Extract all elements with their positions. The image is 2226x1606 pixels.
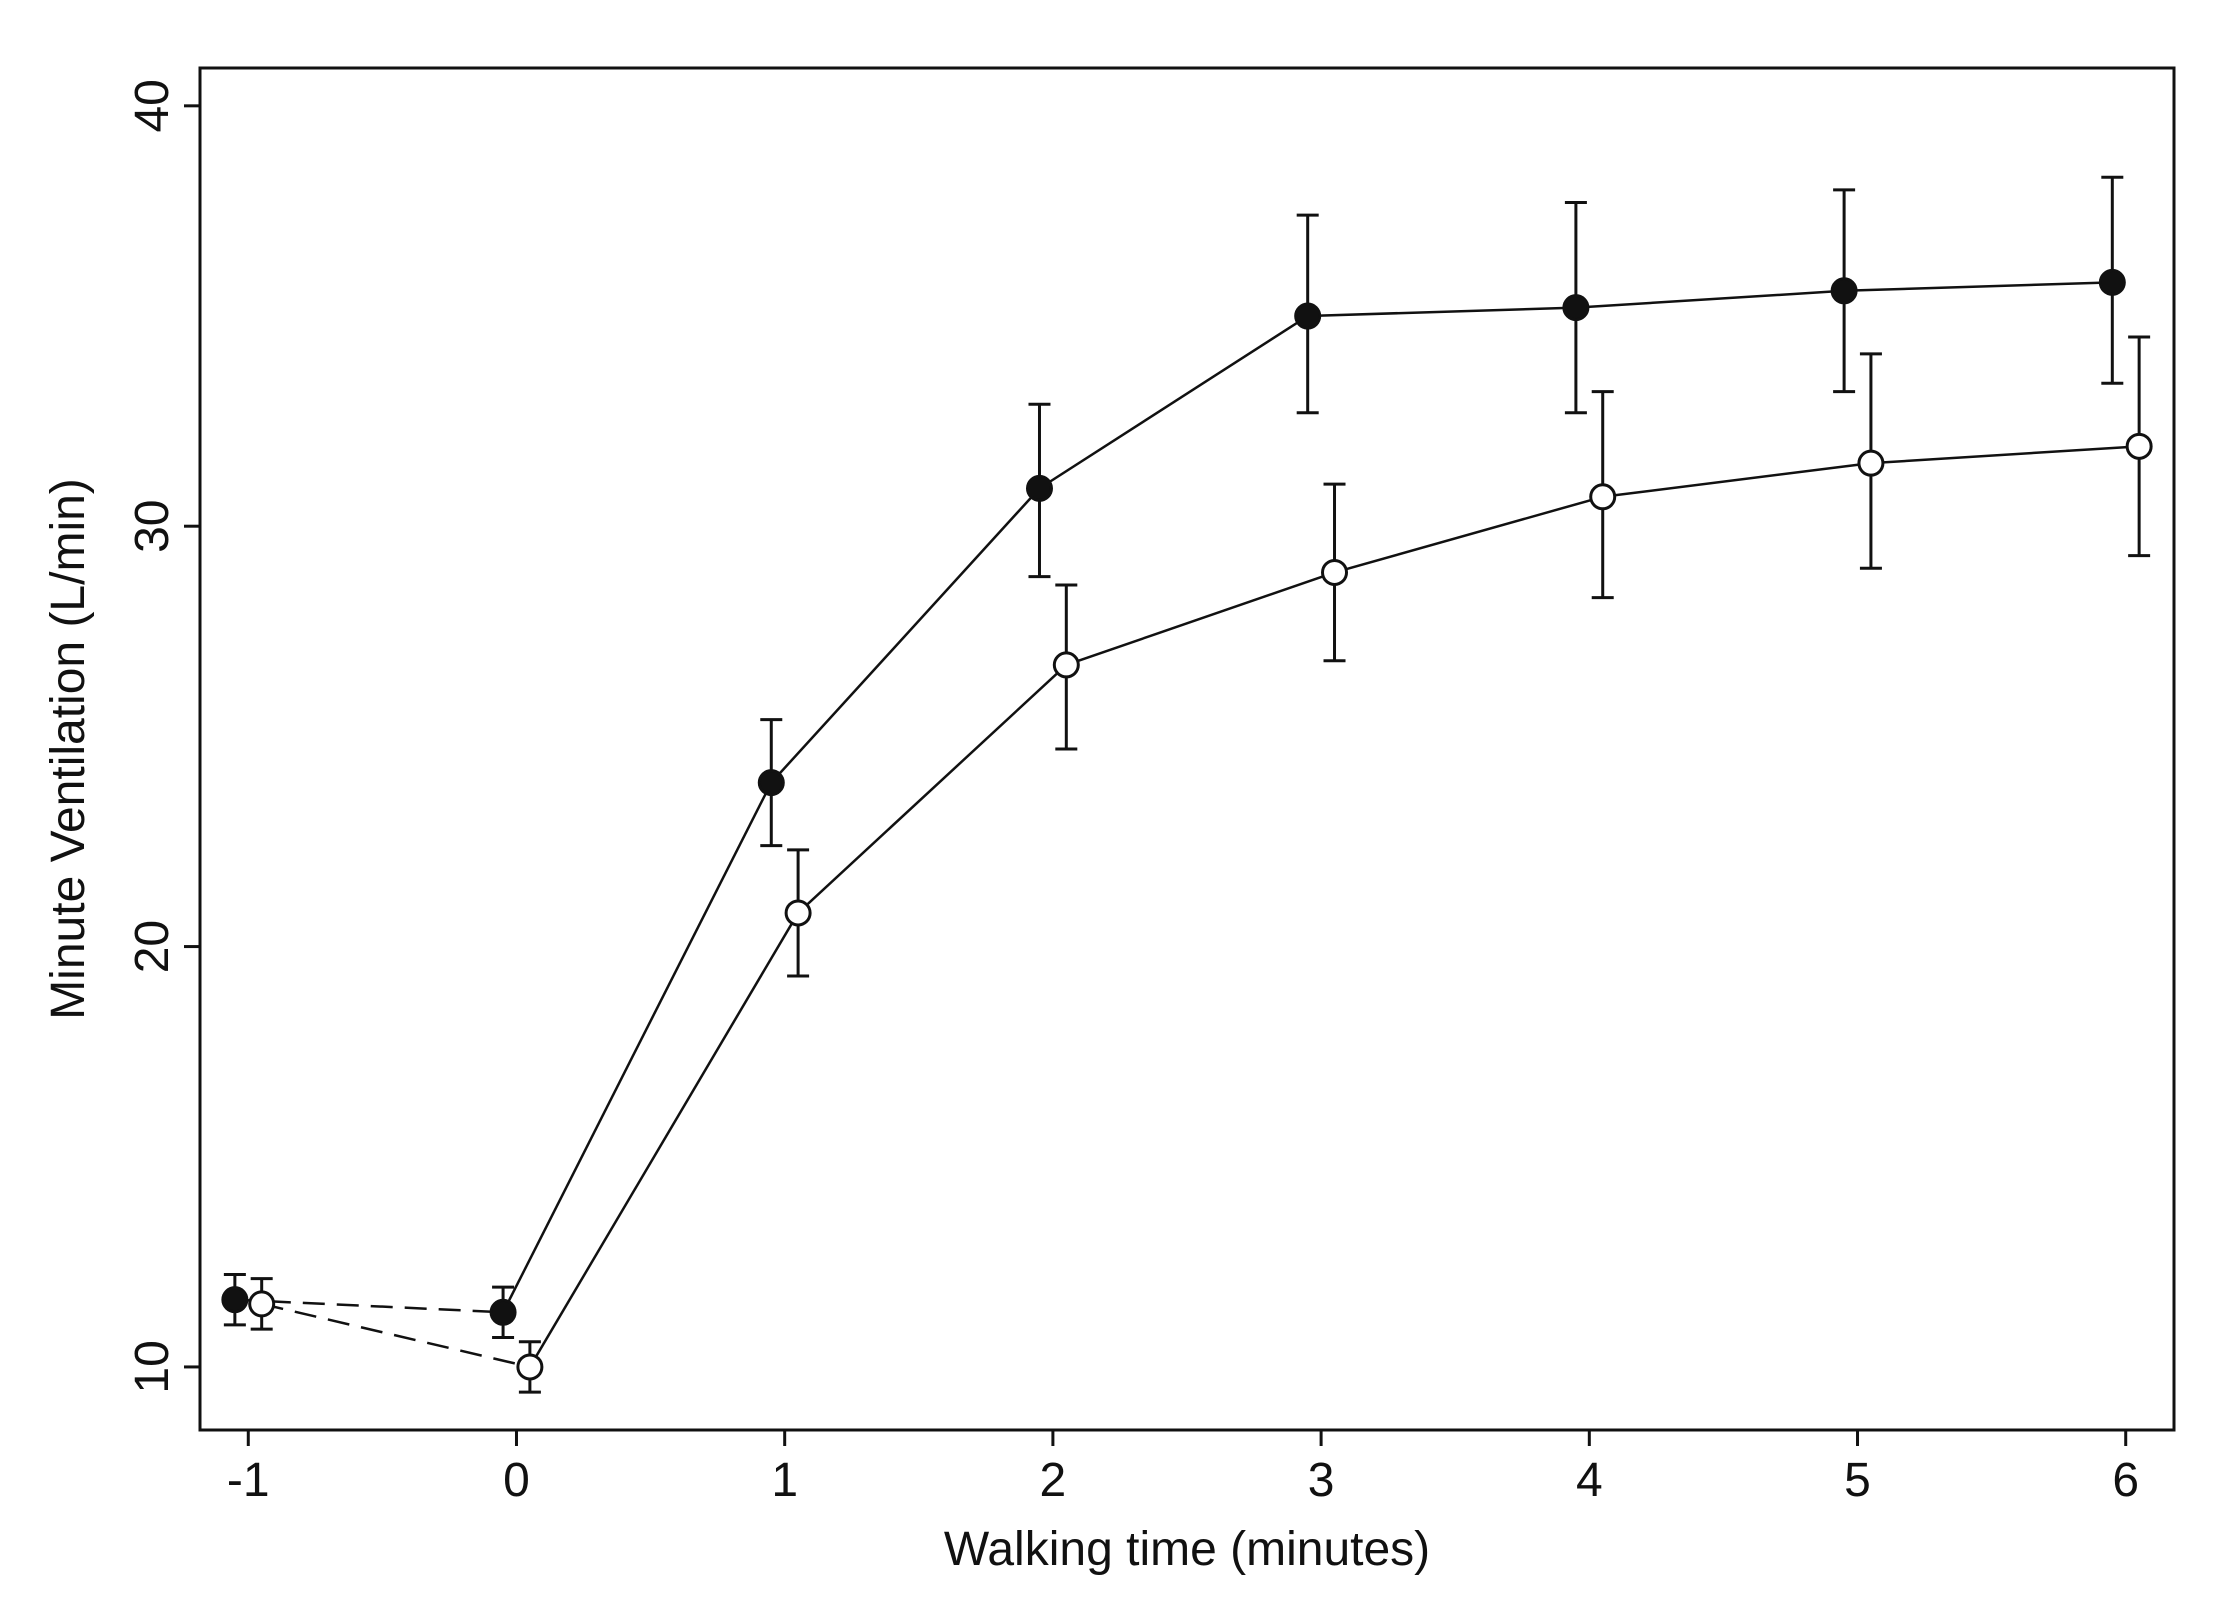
data-point-open [516,1353,544,1381]
x-tick-label: 5 [1844,1454,1871,1507]
series-open-segment [1334,495,1604,574]
series-open-segment [261,1302,531,1369]
x-axis-title: Walking time (minutes) [944,1523,1430,1576]
x-tick-label: 0 [503,1454,530,1507]
data-point-filled [221,1286,249,1314]
data-point-filled [2098,268,2126,296]
y-tick-label: 20 [126,920,179,973]
data-point-filled [1025,474,1053,502]
x-tick-label: 1 [771,1454,798,1507]
data-point-open [2125,432,2153,460]
x-axis: -1 0 1 2 3 4 5 6 [227,1430,2139,1507]
x-tick-label: 6 [2112,1454,2139,1507]
data-point-filled [1830,277,1858,305]
x-tick-label: 3 [1308,1454,1335,1507]
y-tick-label: 40 [126,79,179,132]
series-open-segment [1065,571,1335,667]
series-filled-segment [501,782,773,1313]
data-point-open [1052,651,1080,679]
series-filled-segment [1575,289,1845,309]
plot-area [221,175,2153,1394]
series-filled-segment [1307,306,1576,318]
data-point-filled [757,769,785,797]
series-filled-segment [770,487,1041,784]
series-filled-segment [1844,281,2113,293]
data-point-filled [1294,302,1322,330]
series-filled [221,175,2126,1340]
series-open-segment [797,664,1068,914]
series-open-segment [1602,461,1872,499]
series-filled-segment [1038,314,1309,490]
x-tick-label: 2 [1040,1454,1067,1507]
data-point-open [1321,558,1349,586]
y-tick-label: 30 [126,500,179,553]
y-axis-title: Minute Ventilation (L/min) [42,478,95,1020]
x-tick-label: -1 [227,1454,270,1507]
series-open [248,335,2153,1394]
data-point-filled [1562,294,1590,322]
series-open-segment [528,912,800,1368]
y-axis: 10 20 30 40 [126,79,200,1394]
series-open-segment [1870,445,2140,465]
y-tick-label: 10 [126,1340,179,1393]
plot-frame [198,66,2176,1432]
series-filled-segment [234,1298,504,1314]
x-tick-label: 4 [1576,1454,1603,1507]
data-point-open [784,899,812,927]
data-point-open [1857,449,1885,477]
data-point-open [1589,483,1617,511]
data-point-open [248,1290,276,1318]
data-point-filled [489,1298,517,1326]
